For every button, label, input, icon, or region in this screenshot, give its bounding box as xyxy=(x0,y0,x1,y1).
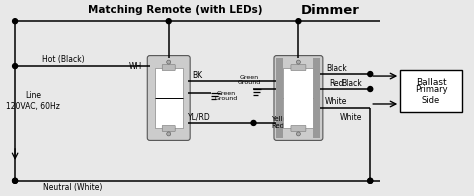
Text: WH: WH xyxy=(128,62,142,71)
Text: Hot (Black): Hot (Black) xyxy=(42,55,84,64)
Text: Black: Black xyxy=(341,79,362,88)
Circle shape xyxy=(13,178,18,183)
Text: Yellow/
Red: Yellow/ Red xyxy=(272,116,295,129)
Text: Green
Ground: Green Ground xyxy=(238,75,261,85)
Text: Black: Black xyxy=(326,64,346,73)
Bar xyxy=(400,70,462,112)
Text: BK: BK xyxy=(192,71,203,80)
FancyBboxPatch shape xyxy=(291,125,306,132)
Bar xyxy=(283,68,313,128)
FancyBboxPatch shape xyxy=(162,125,175,132)
Circle shape xyxy=(368,72,373,77)
Circle shape xyxy=(13,64,18,69)
FancyBboxPatch shape xyxy=(147,56,190,140)
Circle shape xyxy=(167,132,171,136)
Bar xyxy=(313,58,320,138)
Text: White: White xyxy=(325,97,347,106)
Text: Ballast: Ballast xyxy=(416,78,447,87)
Text: Line
120VAC, 60Hz: Line 120VAC, 60Hz xyxy=(6,91,60,111)
Circle shape xyxy=(167,60,171,64)
Text: Green
Ground: Green Ground xyxy=(215,91,238,101)
Text: Neutral (White): Neutral (White) xyxy=(43,183,103,192)
FancyBboxPatch shape xyxy=(162,64,175,71)
Circle shape xyxy=(368,86,373,92)
Circle shape xyxy=(296,60,301,64)
FancyBboxPatch shape xyxy=(274,56,323,140)
FancyBboxPatch shape xyxy=(291,64,306,71)
Circle shape xyxy=(368,178,373,183)
Text: Dimmer: Dimmer xyxy=(301,4,360,17)
Text: Matching Remote (with LEDs): Matching Remote (with LEDs) xyxy=(89,5,263,15)
Text: White: White xyxy=(340,113,362,122)
Circle shape xyxy=(13,178,18,183)
Circle shape xyxy=(13,19,18,24)
Text: Red: Red xyxy=(329,79,344,88)
Bar xyxy=(276,58,283,138)
Bar xyxy=(155,68,182,128)
Text: YL/RD: YL/RD xyxy=(188,113,211,122)
Text: Primary
Side: Primary Side xyxy=(415,85,447,105)
Circle shape xyxy=(296,19,301,24)
Circle shape xyxy=(166,19,171,24)
Circle shape xyxy=(296,132,301,136)
Circle shape xyxy=(251,121,256,125)
Circle shape xyxy=(368,178,373,183)
